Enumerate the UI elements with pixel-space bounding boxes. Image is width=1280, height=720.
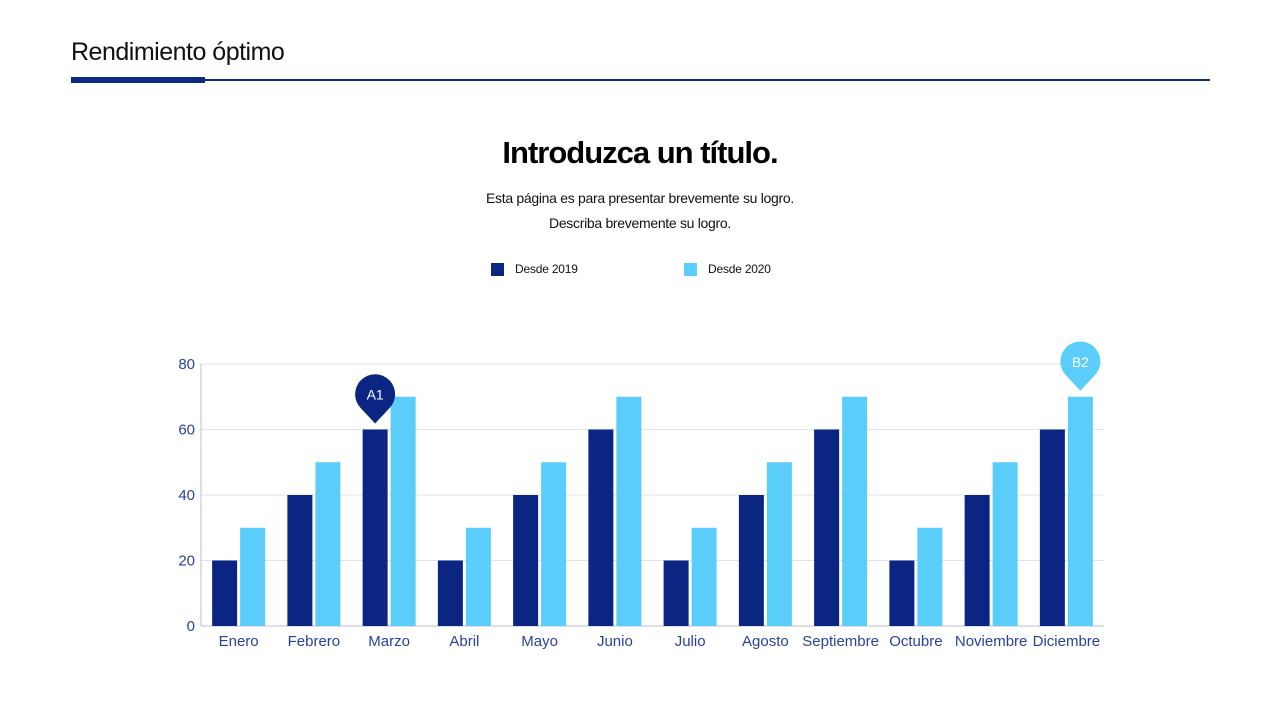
y-tick-label-0: 0 <box>187 618 195 635</box>
bar-septiembre-series-1 <box>814 429 840 626</box>
x-tick-label-enero: Enero <box>219 633 259 650</box>
x-tick-label-marzo: Marzo <box>368 633 410 650</box>
x-tick-label-agosto: Agosto <box>742 633 789 650</box>
annotation-pin-a1 <box>355 374 396 424</box>
bar-noviembre-series-2 <box>992 462 1018 626</box>
bar-marzo-series-2 <box>390 396 416 626</box>
y-tick-label-80: 80 <box>178 356 195 373</box>
legend-swatch-2019 <box>491 262 504 276</box>
bar-enero-series-2 <box>240 527 266 626</box>
legend-item-2020: Desde 2020 <box>684 262 771 276</box>
bar-enero-series-1 <box>212 560 238 626</box>
bar-febrero-series-1 <box>287 495 313 626</box>
bar-diciembre-series-2 <box>1067 396 1093 626</box>
x-tick-label-junio: Junio <box>597 633 633 650</box>
y-tick-label-40: 40 <box>178 487 195 504</box>
bar-marzo-series-1 <box>362 429 388 626</box>
legend-item-2019: Desde 2019 <box>491 262 578 276</box>
chart-title: Introduzca un título. <box>502 135 778 170</box>
x-tick-label-julio: Julio <box>675 633 706 650</box>
bar-agosto-series-1 <box>738 495 764 626</box>
bar-junio-series-2 <box>616 396 642 626</box>
legend-swatch-2020 <box>684 262 697 276</box>
x-tick-label-febrero: Febrero <box>288 633 341 650</box>
legend-label-2020: Desde 2020 <box>708 262 771 276</box>
bar-octubre-series-1 <box>889 560 915 626</box>
y-tick-label-60: 60 <box>178 422 195 439</box>
x-tick-label-mayo: Mayo <box>521 633 558 650</box>
bar-agosto-series-2 <box>766 462 792 626</box>
chart-subtitle-line-2: Describa brevemente su logro. <box>549 215 731 231</box>
x-tick-label-septiembre: Septiembre <box>802 633 879 650</box>
legend-label-2019: Desde 2019 <box>515 262 578 276</box>
bar-julio-series-1 <box>663 560 689 626</box>
bar-diciembre-series-1 <box>1039 429 1065 626</box>
bar-septiembre-series-2 <box>842 396 868 626</box>
annotation-pin-b2 <box>1060 341 1101 391</box>
x-tick-label-abril: Abril <box>449 633 479 650</box>
bar-febrero-series-2 <box>315 462 341 626</box>
bar-abril-series-2 <box>465 527 491 626</box>
bar-noviembre-series-1 <box>964 495 990 626</box>
bar-mayo-series-2 <box>541 462 567 626</box>
header-rule-accent <box>71 77 205 83</box>
x-tick-label-octubre: Octubre <box>889 633 942 650</box>
bar-abril-series-1 <box>437 560 463 626</box>
bar-mayo-series-1 <box>513 495 539 626</box>
bar-octubre-series-2 <box>917 527 943 626</box>
bar-julio-series-2 <box>691 527 717 626</box>
annotation-label-a1: A1 <box>367 387 384 403</box>
slide-title: Rendimiento óptimo <box>71 38 285 66</box>
header-rule <box>71 79 1210 81</box>
annotation-label-b2: B2 <box>1072 354 1089 370</box>
y-tick-label-20: 20 <box>178 553 195 570</box>
chart-subtitle-line-1: Esta página es para presentar brevemente… <box>486 190 794 206</box>
x-tick-label-noviembre: Noviembre <box>955 633 1028 650</box>
bar-junio-series-1 <box>588 429 614 626</box>
x-tick-label-diciembre: Diciembre <box>1033 633 1101 650</box>
